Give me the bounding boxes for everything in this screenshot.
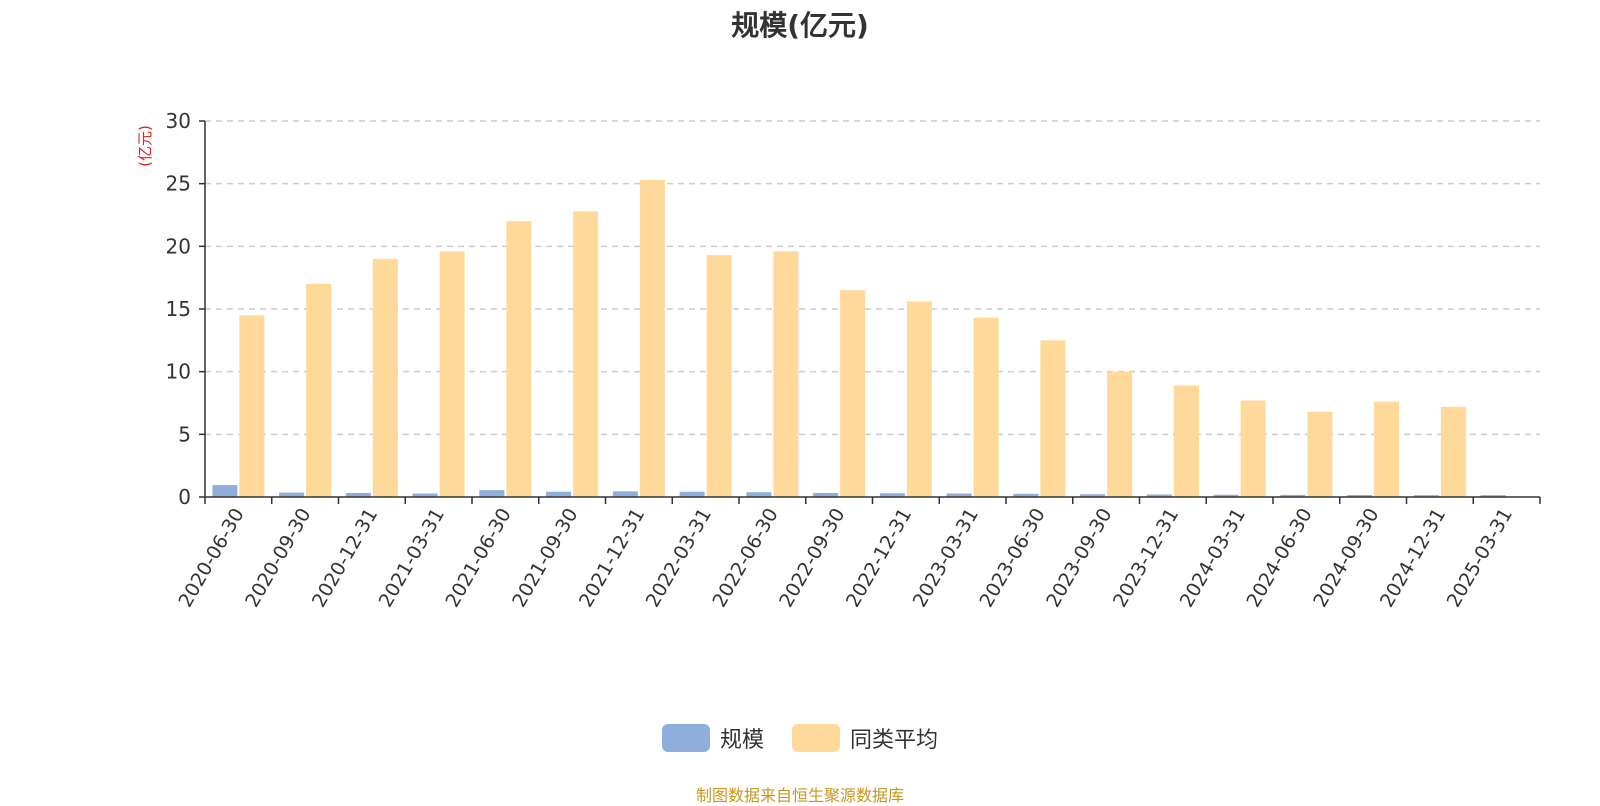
bar-scale-2024-09-30[interactable] [1347, 494, 1373, 497]
legend-swatch-scale [661, 724, 710, 752]
bar-scale-2022-12-31[interactable] [879, 493, 905, 497]
x-tick-label: 2023-06-30 [975, 505, 1049, 612]
bar-peer-average-2023-09-30[interactable] [1107, 371, 1133, 497]
bar-peer-average-2020-09-30[interactable] [306, 283, 332, 497]
x-tick-label: 2023-09-30 [1042, 505, 1116, 612]
source-note: 制图数据来自恒生聚源数据库 [695, 786, 904, 805]
x-tick-label: 2021-03-31 [375, 505, 449, 612]
x-tick-label: 2022-06-30 [708, 505, 782, 612]
bar-scale-2022-03-31[interactable] [679, 491, 705, 497]
x-tick-label: 2024-06-30 [1242, 505, 1316, 612]
bar-scale-2023-12-31[interactable] [1146, 494, 1172, 497]
grid-lines [205, 120, 1540, 436]
bar-scale-2021-12-31[interactable] [612, 491, 638, 497]
y-tick-label: 25 [166, 172, 191, 196]
bar-scale-2021-06-30[interactable] [479, 490, 505, 497]
x-tick-label: 2023-12-31 [1109, 505, 1183, 612]
x-tick-label: 2024-03-31 [1176, 505, 1250, 612]
bar-peer-average-2021-09-30[interactable] [573, 211, 599, 498]
chart-title: 规模(亿元) [731, 9, 869, 42]
y-axis-unit-label: (亿元) [136, 125, 154, 167]
x-tick-label: 2025-03-31 [1443, 505, 1517, 612]
bar-scale-2024-03-31[interactable] [1213, 494, 1239, 497]
bar-peer-average-2022-06-30[interactable] [773, 251, 799, 497]
bar-scale-2024-06-30[interactable] [1280, 494, 1306, 497]
bar-peer-average-2020-06-30[interactable] [239, 315, 265, 497]
bar-peer-average-2023-06-30[interactable] [1040, 340, 1066, 497]
bar-scale-2022-09-30[interactable] [813, 492, 839, 497]
bar-peer-average-2023-12-31[interactable] [1173, 385, 1199, 497]
bar-peer-average-2024-12-31[interactable] [1440, 406, 1466, 497]
y-tick-labels: 0 5 10 15 20 25 30 [166, 109, 191, 509]
bar-scale-2023-03-31[interactable] [946, 493, 972, 497]
bar-peer-average-2021-06-30[interactable] [506, 221, 532, 497]
bar-peer-average-2024-09-30[interactable] [1374, 401, 1400, 497]
bar-peer-average-2022-03-31[interactable] [706, 255, 732, 497]
x-tick-label: 2022-12-31 [842, 505, 916, 612]
bar-scale-2020-12-31[interactable] [345, 492, 371, 497]
y-tick-label: 0 [178, 485, 191, 509]
x-tick-label: 2021-06-30 [441, 505, 515, 612]
bar-scale-2024-12-31[interactable] [1413, 495, 1439, 497]
bar-peer-average-2021-12-31[interactable] [639, 179, 665, 497]
bar-scale-2023-06-30[interactable] [1013, 493, 1039, 497]
bar-scale-2020-06-30[interactable] [212, 485, 238, 497]
bar-peer-average-2024-03-31[interactable] [1240, 400, 1266, 497]
x-tick-label: 2022-09-30 [775, 505, 849, 612]
x-tick-label: 2021-09-30 [508, 505, 582, 612]
bar-peer-average-2022-09-30[interactable] [840, 290, 866, 497]
x-tick-labels: 2020-06-302020-09-302020-12-312021-03-31… [174, 505, 1517, 612]
x-tick-label: 2022-03-31 [642, 505, 716, 612]
x-tick-label: 2024-12-31 [1376, 505, 1450, 612]
bars [212, 179, 1506, 498]
y-tick-label: 10 [166, 360, 191, 384]
bar-scale-2022-06-30[interactable] [746, 492, 772, 497]
y-tick-label: 30 [166, 109, 191, 133]
legend-label-peer-average: 同类平均 [850, 728, 939, 753]
bar-scale-2020-09-30[interactable] [279, 492, 305, 497]
bar-peer-average-2020-12-31[interactable] [372, 258, 398, 497]
legend-label-scale: 规模 [719, 728, 764, 753]
y-tick-label: 5 [178, 422, 191, 446]
x-tick-label: 2021-12-31 [575, 505, 649, 612]
bar-scale-2025-03-31[interactable] [1480, 495, 1506, 497]
x-tick-label: 2020-06-30 [174, 505, 248, 612]
bar-scale-2021-03-31[interactable] [412, 493, 438, 497]
bar-peer-average-2022-12-31[interactable] [906, 301, 932, 497]
y-tick-label: 15 [166, 297, 191, 321]
bar-scale-2023-09-30[interactable] [1080, 494, 1106, 497]
x-tick-label: 2020-09-30 [241, 505, 315, 612]
y-tick-label: 20 [166, 234, 191, 258]
legend-swatch-peer-average [792, 724, 840, 752]
x-tick-label: 2023-03-31 [909, 505, 983, 612]
x-tick-label: 2020-12-31 [308, 505, 382, 612]
axes [199, 120, 1541, 504]
legend-item-peer-average[interactable]: 同类平均 [792, 722, 938, 754]
legend: 规模 同类平均 [0, 722, 1600, 754]
bar-peer-average-2021-03-31[interactable] [439, 251, 465, 497]
bar-peer-average-2024-06-30[interactable] [1307, 411, 1333, 497]
x-tick-label: 2024-09-30 [1309, 505, 1383, 612]
bar-peer-average-2023-03-31[interactable] [973, 317, 999, 497]
bar-scale-2021-09-30[interactable] [546, 491, 572, 497]
legend-item-scale[interactable]: 规模 [661, 722, 764, 754]
